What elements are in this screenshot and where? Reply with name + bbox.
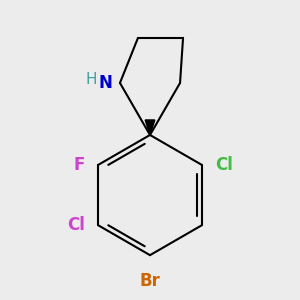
Polygon shape (145, 120, 155, 135)
Text: F: F (74, 156, 85, 174)
Text: Cl: Cl (215, 156, 233, 174)
Text: H: H (85, 72, 97, 87)
Text: Cl: Cl (67, 216, 85, 234)
Text: Br: Br (140, 272, 160, 290)
Text: N: N (99, 74, 113, 92)
